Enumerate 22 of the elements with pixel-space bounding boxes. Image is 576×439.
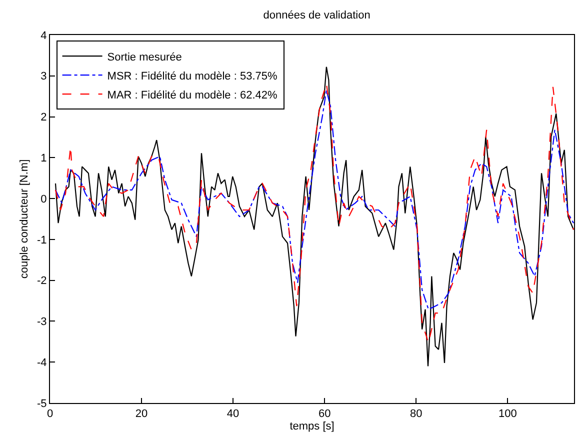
legend-label: MSR : Fidélité du modèle : 53.75% xyxy=(107,70,278,82)
y-tick-label: -5 xyxy=(37,398,47,410)
legend-label: MAR : Fidélité du modèle : 62.42% xyxy=(107,89,278,102)
y-tick-label: 0 xyxy=(40,193,47,206)
x-tick-label: 20 xyxy=(135,408,148,420)
y-tick-label: 4 xyxy=(40,30,47,42)
x-axis-title: temps [s] xyxy=(290,420,334,432)
y-tick-label: 3 xyxy=(40,70,47,83)
y-axis-title: couple conducteur [N.m] xyxy=(18,159,31,279)
y-tick-label: 1 xyxy=(40,152,47,165)
x-tick-label: 60 xyxy=(318,408,331,420)
y-tick-label: -3 xyxy=(37,316,47,328)
y-tick-label: -4 xyxy=(37,356,47,369)
chart-title: données de validation xyxy=(263,10,370,22)
x-tick-label: 100 xyxy=(498,408,517,420)
legend-label: Sortie mesurée xyxy=(107,51,182,64)
y-tick-label: -1 xyxy=(37,234,47,246)
line-series xyxy=(54,90,574,310)
y-tick-label: -2 xyxy=(37,275,47,288)
x-tick-label: 40 xyxy=(226,408,240,420)
x-tick-label: 80 xyxy=(410,408,422,420)
y-tick-label: 2 xyxy=(40,112,47,124)
